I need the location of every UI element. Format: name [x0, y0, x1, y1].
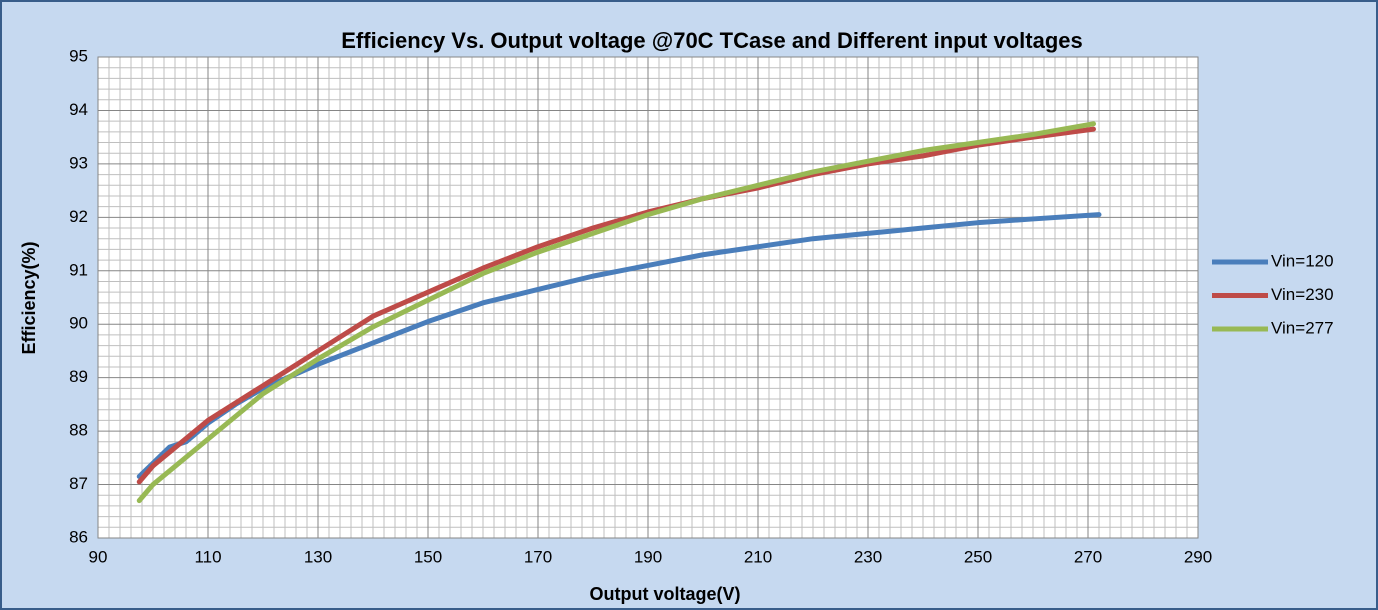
- plot-border: [97, 56, 1199, 539]
- x-tick-label: 170: [524, 547, 552, 566]
- x-tick-label: 130: [304, 547, 332, 566]
- x-tick-label: 90: [89, 547, 108, 566]
- legend-label: Vin=230: [1271, 285, 1334, 304]
- y-axis-title: Efficiency(%): [19, 241, 39, 354]
- y-tick-label: 88: [69, 421, 88, 440]
- x-tick-label: 190: [634, 547, 662, 566]
- x-tick-label: 250: [964, 547, 992, 566]
- x-tick-label: 150: [414, 547, 442, 566]
- y-tick-label: 89: [69, 367, 88, 386]
- x-tick-label: 290: [1184, 547, 1212, 566]
- x-tick-label: 110: [194, 547, 221, 566]
- y-tick-label: 93: [69, 153, 88, 172]
- x-axis-title: Output voltage(V): [590, 584, 741, 604]
- y-tick-label: 87: [69, 474, 88, 493]
- chart-title: Efficiency Vs. Output voltage @70C TCase…: [341, 28, 1082, 53]
- y-tick-label: 86: [69, 527, 88, 546]
- y-tick-label: 91: [69, 260, 88, 279]
- line-series: [136, 126, 1096, 485]
- x-tick-label: 230: [854, 547, 882, 566]
- y-tick-label: 90: [69, 314, 88, 333]
- x-tick-label: 270: [1074, 547, 1102, 566]
- legend-label: Vin=277: [1271, 318, 1334, 337]
- line-series: [136, 121, 1096, 504]
- legend-label: Vin=120: [1271, 251, 1334, 270]
- x-tick-label: 210: [744, 547, 772, 566]
- y-tick-label: 92: [69, 207, 88, 226]
- y-tick-label: 95: [69, 46, 88, 65]
- y-tick-label: 94: [69, 100, 88, 119]
